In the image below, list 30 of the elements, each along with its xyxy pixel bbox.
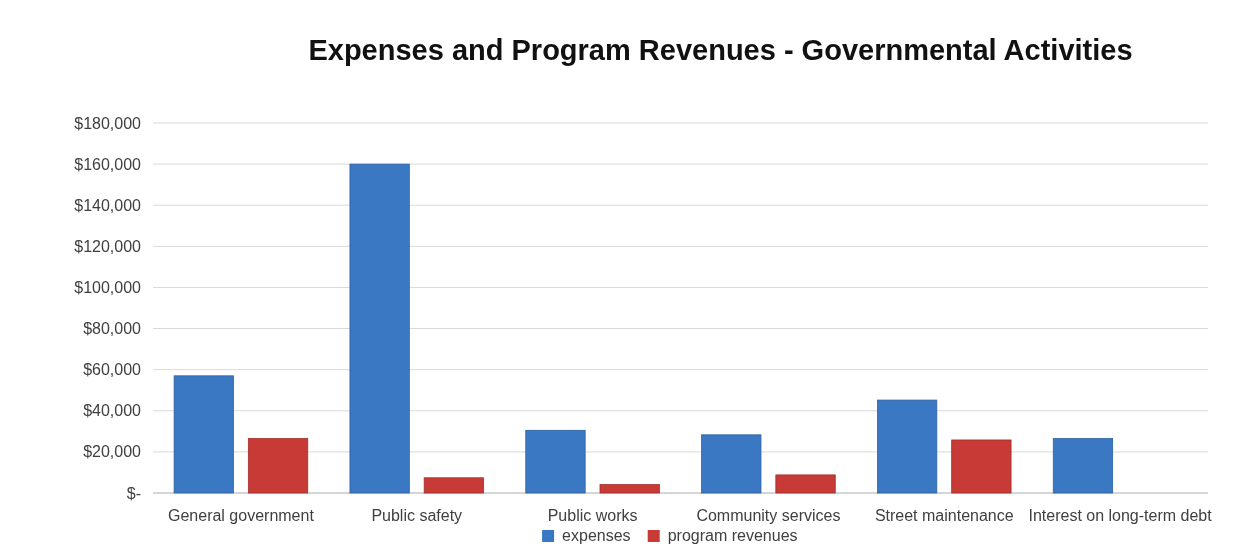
bar — [1052, 438, 1114, 494]
x-tick-label: Public works — [547, 507, 638, 524]
bar — [951, 439, 1012, 494]
bar — [525, 429, 586, 494]
bar — [701, 434, 762, 494]
bar — [423, 477, 484, 494]
y-tick-label: $180,000 — [74, 114, 142, 132]
x-tick-label: Interest on long-term debt — [1028, 507, 1213, 524]
legend-label: program revenues — [667, 527, 798, 544]
bar — [349, 163, 410, 494]
y-tick-label: $- — [126, 484, 141, 502]
chart-title: Expenses and Program Revenues - Governmental Activities — [308, 34, 1133, 66]
bar — [599, 484, 660, 494]
x-tick-label: Community services — [696, 507, 841, 524]
bar — [247, 438, 309, 494]
y-tick-label: $80,000 — [83, 320, 142, 338]
y-tick-label: $60,000 — [83, 361, 142, 379]
x-tick-label: General government — [167, 507, 315, 524]
x-tick-label: Public safety — [371, 507, 463, 524]
y-tick-label: $160,000 — [74, 155, 142, 173]
bar — [877, 399, 938, 494]
y-tick-label: $40,000 — [83, 402, 142, 420]
y-tick-label: $120,000 — [74, 237, 142, 255]
y-tick-label: $100,000 — [74, 279, 142, 297]
y-tick-label: $140,000 — [74, 196, 142, 214]
legend-label: expenses — [562, 527, 631, 544]
x-tick-label: Street maintenance — [874, 507, 1014, 524]
bar — [775, 474, 836, 494]
y-tick-label: $20,000 — [83, 443, 142, 461]
bar — [173, 375, 234, 494]
